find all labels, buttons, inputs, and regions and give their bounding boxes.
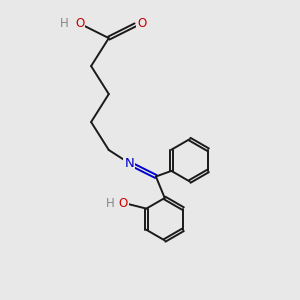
Text: O: O (75, 17, 85, 30)
Text: O: O (137, 17, 146, 30)
Text: O: O (119, 197, 128, 210)
Text: H: H (106, 197, 115, 210)
Text: H: H (60, 17, 68, 30)
Text: N: N (124, 157, 134, 170)
